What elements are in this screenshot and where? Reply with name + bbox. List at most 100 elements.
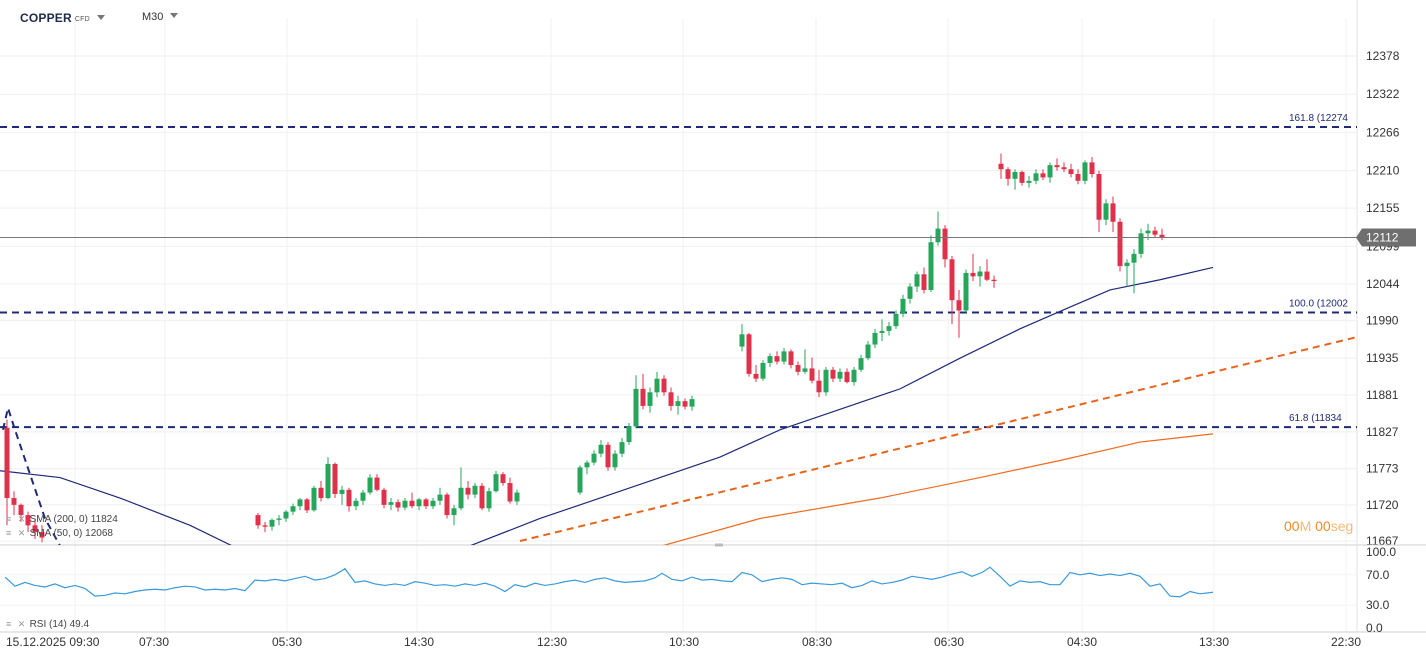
sma50-legend-label: SMA (50, 0) — [29, 528, 83, 539]
candle-body — [1019, 171, 1025, 183]
candle-body — [760, 362, 766, 379]
timeframe-selector[interactable]: M30 — [142, 11, 179, 23]
x-tick-label: 15.12.2025 09:30 — [6, 635, 100, 649]
candle-body — [360, 492, 366, 501]
candle — [746, 332, 752, 377]
candle-body — [1103, 203, 1109, 220]
candle-body — [1033, 173, 1039, 181]
candle — [605, 442, 611, 471]
y-tick-label: 12044 — [1366, 277, 1400, 291]
candle — [1152, 226, 1158, 238]
fib-level-label: 161.8 (12274 — [1289, 113, 1348, 124]
candle — [339, 485, 345, 505]
candle — [788, 349, 794, 369]
candle-body — [1068, 169, 1074, 175]
candle-body — [626, 426, 632, 443]
candle — [444, 492, 450, 519]
candle — [998, 153, 1004, 179]
candle — [907, 283, 913, 304]
candle — [1019, 170, 1025, 186]
candle-body — [774, 356, 780, 362]
candle-body — [746, 334, 752, 374]
candle — [458, 467, 464, 511]
rsi-line — [4, 566, 1214, 598]
candle — [1089, 156, 1095, 178]
symbol-tag: CFD — [74, 16, 90, 23]
candle-body — [802, 368, 808, 372]
rsi-legend[interactable]: ≡ ✕ RSI (14) 49.4 — [6, 619, 89, 630]
symbol-selector[interactable]: COPPER CFD — [20, 11, 105, 25]
candle-body — [893, 313, 899, 327]
candle — [689, 395, 695, 411]
y-tick-label: 11881 — [1366, 388, 1399, 402]
candle-body — [388, 502, 394, 505]
rsi-legend-value: 49.4 — [69, 619, 90, 630]
sma200-legend[interactable]: ≡ ✕ SMA (200, 0) 11824 — [6, 514, 118, 525]
sma50-legend[interactable]: ≡ ✕ SMA (50, 0) 12068 — [6, 528, 113, 539]
sma200-legend-label: SMA (200, 0) — [29, 514, 88, 525]
candle — [823, 367, 829, 396]
candle — [18, 503, 24, 522]
candle — [942, 225, 948, 268]
candle — [1103, 199, 1109, 226]
candle-body — [1054, 165, 1060, 168]
candle — [984, 259, 990, 282]
candle — [816, 369, 822, 398]
x-tick-label: 13:30 — [1199, 635, 1229, 649]
candle — [802, 349, 808, 374]
candle — [507, 477, 513, 504]
candle — [1096, 170, 1102, 232]
candle — [682, 398, 688, 410]
candle — [514, 489, 520, 505]
candle-body — [591, 453, 597, 463]
candle-body — [577, 467, 583, 493]
y-tick-label: 11935 — [1366, 351, 1399, 365]
candle-body — [1005, 169, 1011, 179]
candle-body — [977, 271, 983, 277]
candle-body — [290, 506, 296, 512]
candle-body — [879, 330, 885, 333]
candle — [584, 460, 590, 475]
sma50-legend-value: 12068 — [85, 528, 113, 539]
candle — [949, 255, 955, 325]
candle-body — [949, 259, 955, 301]
candle-body — [1110, 203, 1116, 222]
symbol-name: COPPER — [20, 11, 72, 25]
candle — [591, 450, 597, 466]
candle-body — [851, 369, 857, 383]
candle — [325, 457, 331, 500]
candle — [1047, 162, 1053, 183]
candle-body — [998, 163, 1004, 170]
candle-body — [262, 525, 268, 527]
candle — [851, 367, 857, 386]
candle-body — [809, 368, 815, 381]
candle-body — [11, 498, 17, 505]
x-tick-label: 08:30 — [802, 635, 832, 649]
candle-body — [865, 344, 871, 359]
candle-body — [753, 373, 759, 379]
candle — [353, 498, 359, 511]
candle-body — [1131, 253, 1137, 263]
candle — [668, 387, 674, 411]
candle-body — [1159, 234, 1165, 238]
rsi-y-tick-label: 0.0 — [1366, 621, 1383, 635]
candle-body — [325, 463, 331, 499]
candle-body — [788, 351, 794, 366]
y-tick-label: 11773 — [1366, 462, 1399, 476]
trend-line — [519, 336, 1357, 542]
candle-body — [4, 427, 10, 499]
x-tick-label: 12:30 — [537, 635, 567, 649]
candle-countdown: 00M 00seg — [1284, 518, 1354, 534]
candle-body — [458, 487, 464, 509]
candle — [32, 518, 38, 539]
candle-body — [1089, 162, 1095, 175]
candle — [479, 483, 485, 511]
y-tick-label: 12155 — [1366, 201, 1400, 215]
x-tick-label: 04:30 — [1067, 635, 1097, 649]
candle — [25, 511, 31, 533]
candle — [304, 498, 310, 514]
candle-body — [1061, 167, 1067, 170]
candle-body — [921, 274, 927, 290]
candle-body — [1117, 221, 1123, 267]
